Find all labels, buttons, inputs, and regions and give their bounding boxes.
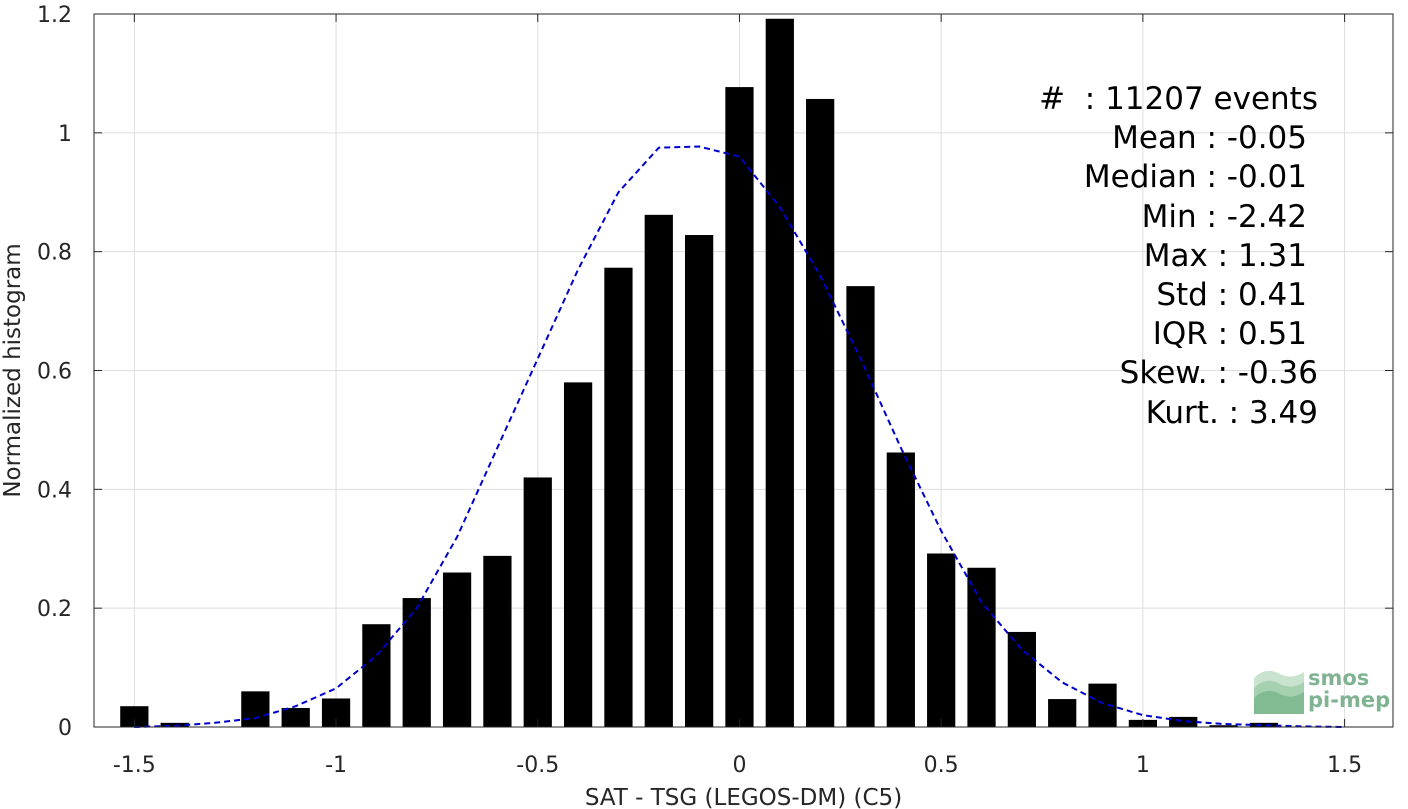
stat-std: Std : 0.41 bbox=[1156, 276, 1307, 313]
smos-pi-mep-logo: smos pi-mep bbox=[1252, 664, 1392, 716]
histogram-bar bbox=[604, 267, 633, 727]
y-tick-label: 0.4 bbox=[37, 478, 72, 503]
histogram-bar bbox=[563, 382, 593, 727]
x-tick-label: -1.5 bbox=[113, 753, 156, 778]
histogram-bar bbox=[846, 286, 875, 727]
stat-count: # : 11207 events bbox=[1039, 81, 1318, 117]
stat-skew: Skew. : -0.36 bbox=[1119, 355, 1318, 392]
x-tick-label: 1.5 bbox=[1327, 753, 1362, 778]
histogram-bar bbox=[1007, 631, 1036, 727]
y-tick-label: 1 bbox=[58, 122, 72, 147]
histogram-bar bbox=[281, 707, 310, 727]
x-tick-label: 0 bbox=[732, 753, 746, 778]
histogram-bar bbox=[1249, 722, 1279, 727]
histogram-bar bbox=[402, 598, 431, 727]
logo-wave-icon bbox=[1254, 670, 1304, 714]
y-axis-label: Normalized histogram bbox=[0, 243, 26, 497]
histogram-bar bbox=[1169, 716, 1198, 727]
logo-text-smos: smos bbox=[1308, 666, 1370, 690]
y-tick-label: 0 bbox=[58, 716, 72, 741]
histogram-bar bbox=[483, 555, 512, 727]
histogram-bar bbox=[967, 567, 996, 727]
histogram-bar bbox=[685, 235, 714, 727]
y-tick-label: 1.2 bbox=[37, 3, 72, 28]
stat-max: Max : 1.31 bbox=[1143, 237, 1307, 274]
histogram-bar bbox=[362, 624, 391, 727]
histogram-bar bbox=[927, 553, 956, 727]
histogram-bar bbox=[725, 87, 754, 727]
stat-min: Min : -2.42 bbox=[1141, 198, 1307, 235]
histogram-bar bbox=[1048, 699, 1077, 727]
histogram-bar bbox=[120, 706, 149, 727]
x-axis-label: SAT - TSG (LEGOS-DM) (C5) bbox=[585, 785, 902, 809]
histogram-bar bbox=[241, 691, 270, 727]
histogram-bar bbox=[523, 477, 552, 727]
y-tick-label: 0.6 bbox=[37, 360, 72, 385]
histogram-bar bbox=[765, 18, 794, 727]
histogram-bar bbox=[806, 98, 835, 728]
histogram-bars bbox=[120, 18, 1279, 728]
statistics-panel: # : 11207 events Mean : -0.05 Median : -… bbox=[1039, 80, 1318, 433]
y-tick-label: 0.8 bbox=[37, 241, 72, 266]
stat-median: Median : -0.01 bbox=[1083, 159, 1307, 196]
x-tick-label: 0.5 bbox=[924, 753, 959, 778]
histogram-bar bbox=[1209, 725, 1238, 727]
stat-iqr: IQR : 0.51 bbox=[1152, 316, 1307, 353]
stat-kurt: Kurt. : 3.49 bbox=[1145, 394, 1318, 431]
logo-text-pi-mep: pi-mep bbox=[1308, 688, 1391, 712]
axis-ticks: -1.5 -1 -0.5 0 0.5 1 1.5 0 0.2 0.4 0.6 0.8 1 1.2 bbox=[37, 3, 1393, 778]
x-tick-label: -0.5 bbox=[516, 753, 559, 778]
y-tick-label: 0.2 bbox=[37, 597, 72, 622]
stat-mean: Mean : -0.05 bbox=[1112, 120, 1307, 157]
histogram-bar bbox=[644, 214, 673, 727]
x-tick-label: 1 bbox=[1136, 753, 1150, 778]
histogram-bar bbox=[442, 572, 472, 727]
histogram-bar bbox=[886, 452, 915, 727]
x-tick-label: -1 bbox=[325, 753, 347, 778]
